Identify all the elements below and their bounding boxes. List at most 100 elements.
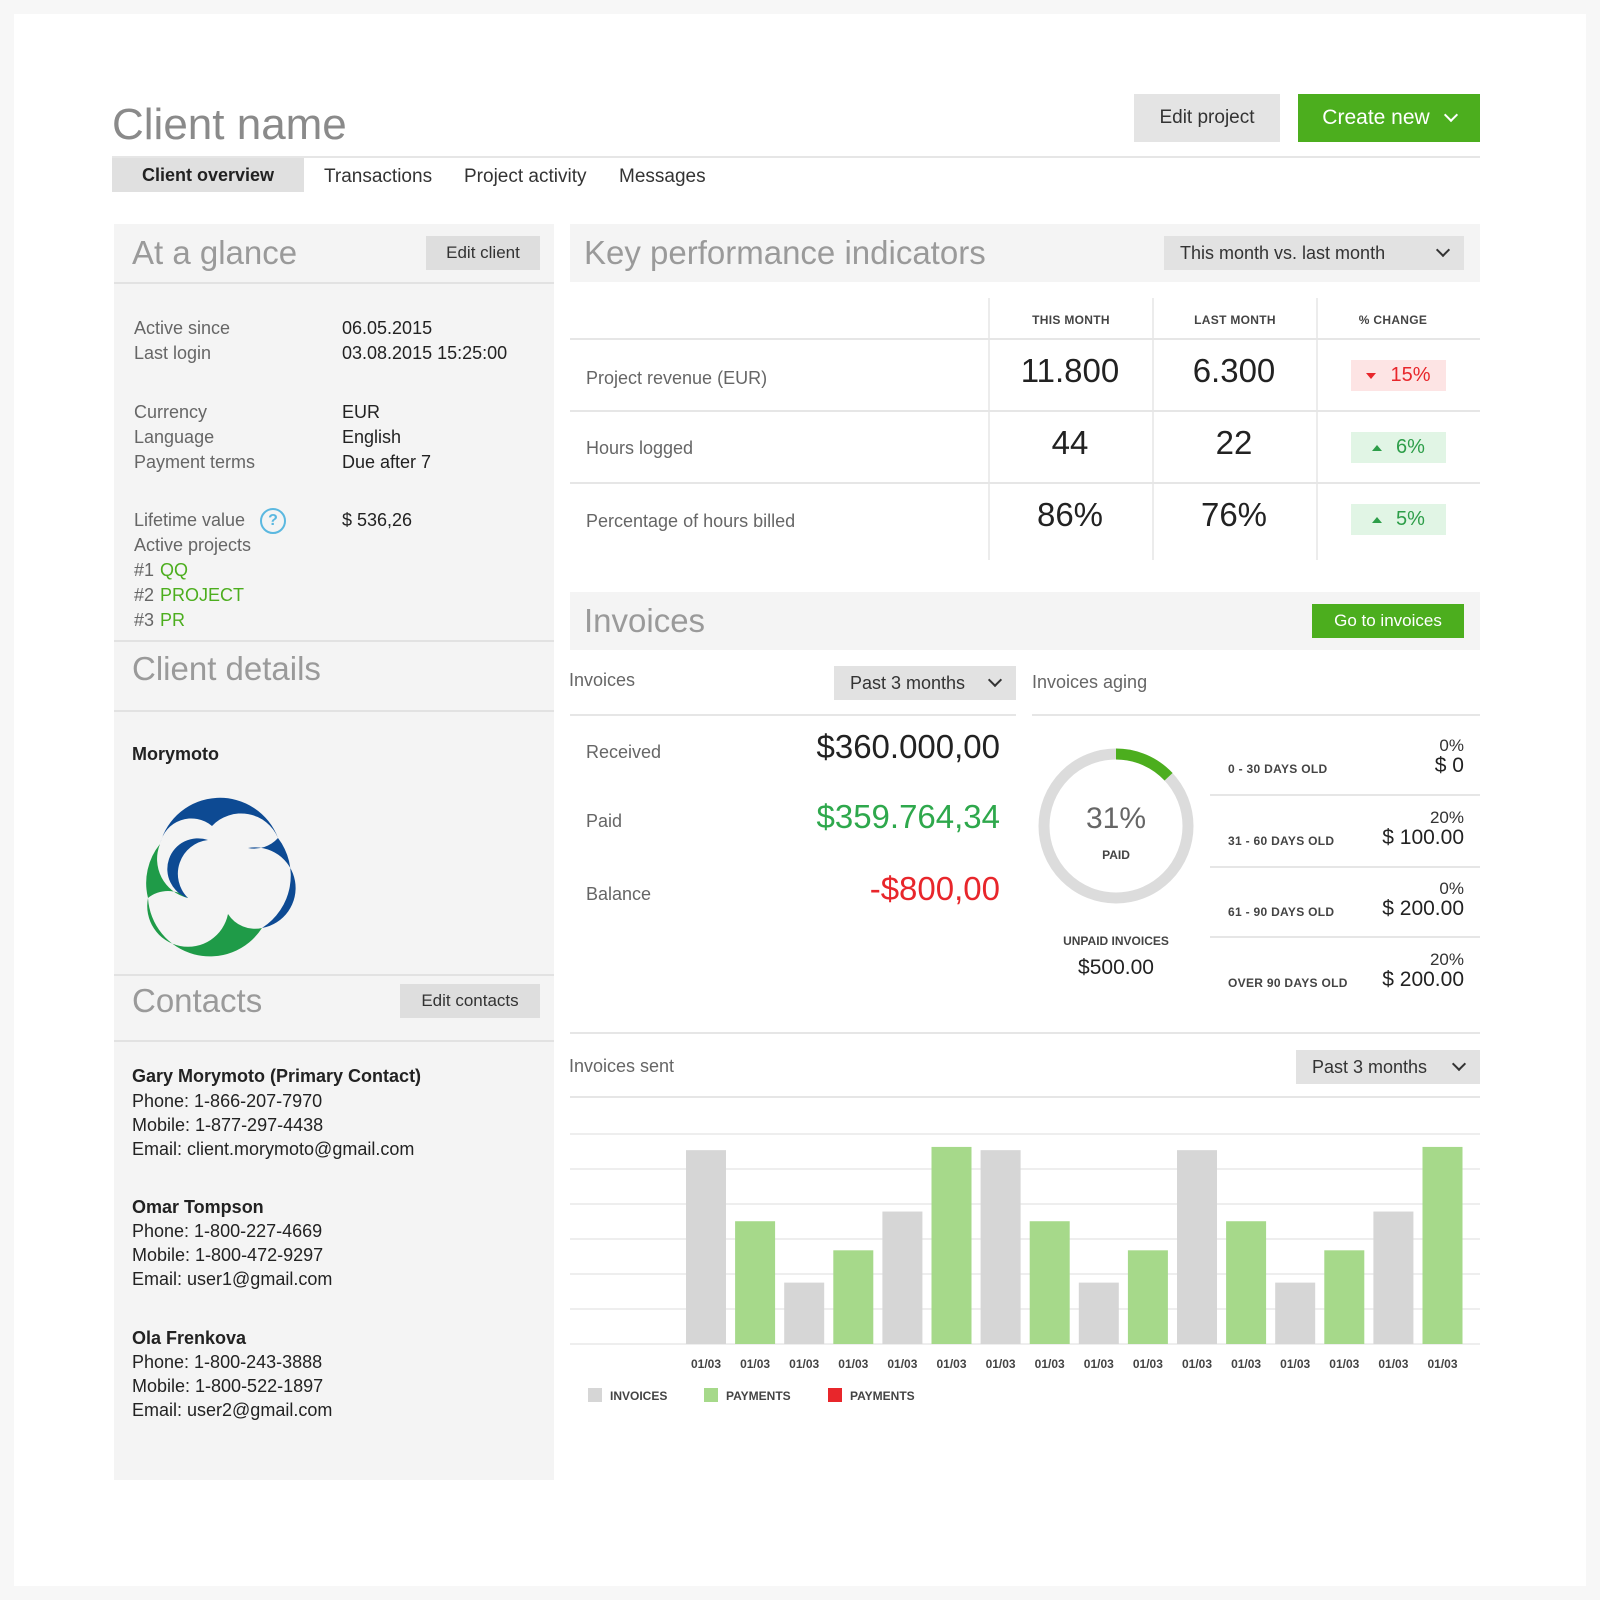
edit-contacts-button[interactable]: Edit contacts [400, 984, 540, 1018]
chart-bar[interactable] [1078, 1282, 1119, 1344]
chart-x-tick-label: 01/03 [1133, 1357, 1163, 1371]
last-login-value: 03.08.2015 15:25:00 [342, 343, 508, 363]
kpi-row-3-this: 86% [1036, 496, 1104, 533]
chart-bar[interactable] [1422, 1146, 1463, 1344]
project-1-link[interactable]: QQ [160, 560, 189, 580]
last-login-label: Last login [134, 343, 212, 363]
active-since-value: 06.05.2015 [342, 318, 433, 338]
contacts-top-divider [114, 974, 554, 976]
legend-swatch [588, 1388, 602, 1402]
kpi-period-dropdown[interactable]: This month vs. last month [1164, 236, 1464, 270]
aging-4-pct: 20% [1429, 950, 1464, 969]
chart-bar[interactable] [1275, 1282, 1316, 1344]
currency-label: Currency [134, 402, 208, 422]
edit-contacts-label: Edit contacts [421, 991, 519, 1010]
unpaid-value: $500.00 [1078, 956, 1154, 979]
chart-x-tick-label: 01/03 [838, 1357, 868, 1371]
lifetime-value-label: Lifetime value [134, 510, 246, 530]
paid-word: PAID [1102, 848, 1130, 862]
left-panel [114, 224, 554, 1480]
currency-value: EUR [342, 402, 381, 422]
invoices-title: Invoices [584, 602, 706, 639]
aging-row-divider [1210, 794, 1480, 796]
invoices-sent-top-divider [570, 1032, 1480, 1034]
contact-1-email[interactable]: Email: client.morymoto@gmail.com [132, 1139, 415, 1159]
chart-bar[interactable] [735, 1221, 776, 1344]
chart-bar[interactable] [1029, 1221, 1070, 1344]
chart-bar[interactable] [1226, 1221, 1267, 1344]
create-new-button[interactable]: Create new [1298, 94, 1480, 142]
chevron-down-icon [1435, 242, 1451, 258]
legend-swatch [828, 1388, 842, 1402]
aging-row-divider [1210, 866, 1480, 868]
kpi-row-divider [570, 338, 1480, 340]
chart-bar[interactable] [882, 1211, 923, 1344]
chart-x-tick-label: 01/03 [740, 1357, 770, 1371]
project-3-link[interactable]: PR [160, 610, 186, 630]
payment-terms-label: Payment terms [134, 452, 256, 472]
kpi-row-1-label: Project revenue (EUR) [586, 368, 768, 388]
legend-label: PAYMENTS [850, 1389, 915, 1403]
kpi-row-1-this: 11.800 [1020, 352, 1120, 389]
tab-label: Client overview [141, 164, 275, 185]
chart-bar[interactable] [784, 1282, 825, 1344]
aging-2-label: 31 - 60 DAYS OLD [1228, 834, 1335, 848]
chart-bar[interactable] [931, 1146, 972, 1344]
contact-3-phone: Phone: 1-800-243-3888 [132, 1352, 323, 1372]
help-icon[interactable]: ? [260, 508, 286, 534]
chart-bar[interactable] [980, 1150, 1021, 1344]
contact-2-email[interactable]: Email: user1@gmail.com [132, 1269, 333, 1289]
header-divider [112, 156, 1480, 158]
at-a-glance-title: At a glance [132, 234, 298, 271]
chart-bar[interactable] [833, 1250, 874, 1344]
invoices-period-dropdown[interactable]: Past 3 months [834, 666, 1016, 700]
sent-period-dropdown[interactable]: Past 3 months [1296, 1050, 1480, 1084]
kpi-col-divider-1 [988, 298, 990, 560]
tab-messages[interactable]: Messages [619, 166, 706, 187]
chart-x-tick-label: 01/03 [1329, 1357, 1359, 1371]
page-title: Client name [112, 100, 347, 149]
edit-client-button[interactable]: Edit client [426, 236, 540, 270]
aging-1-label: 0 - 30 DAYS OLD [1228, 762, 1328, 776]
chart-bar[interactable] [1373, 1211, 1414, 1344]
legend-label: PAYMENTS [726, 1389, 791, 1403]
contact-1-phone: Phone: 1-866-207-7970 [132, 1091, 323, 1111]
kpi-col-change: % CHANGE [1358, 313, 1428, 327]
chart-x-tick-label: 01/03 [887, 1357, 917, 1371]
contact-1-mobile: Mobile: 1-877-297-4438 [132, 1115, 324, 1135]
chart-x-tick-label: 01/03 [1378, 1357, 1408, 1371]
kpi-row-3-label: Percentage of hours billed [586, 511, 796, 531]
tab-client-overview[interactable]: Client overview [112, 158, 304, 192]
client-details-divider [114, 710, 554, 712]
go-to-invoices-button[interactable]: Go to invoices [1312, 604, 1464, 638]
chart-bar[interactable] [686, 1150, 726, 1344]
active-since-label: Active since [134, 318, 231, 338]
chart-bar[interactable] [1177, 1150, 1217, 1344]
kpi-col-this-month: THIS MONTH [1032, 313, 1110, 327]
tab-project-activity[interactable]: Project activity [464, 166, 587, 187]
chevron-down-icon [1451, 1056, 1467, 1072]
kpi-row-3-last: 76% [1200, 496, 1268, 533]
tab-transactions[interactable]: Transactions [324, 166, 433, 187]
aging-3-pct: 0% [1439, 879, 1464, 898]
aging-divider [1032, 714, 1480, 716]
aging-row-divider [1210, 936, 1480, 938]
lifetime-value: $ 536,26 [342, 510, 413, 530]
aging-3-amount: $ 200.00 [1382, 897, 1464, 920]
kpi-row-3-change: 5% [1351, 504, 1446, 535]
aging-2-pct: 20% [1429, 808, 1464, 827]
kpi-row-1-last: 6.300 [1192, 352, 1276, 389]
project-3-number: #3 [134, 610, 155, 630]
arrow-up-icon [1372, 444, 1383, 451]
chart-top-divider [570, 1096, 1480, 1098]
chart-bar[interactable] [1127, 1250, 1168, 1344]
chart-bar[interactable] [1324, 1250, 1365, 1344]
edit-project-button[interactable]: Edit project [1134, 94, 1280, 142]
contact-3-email[interactable]: Email: user2@gmail.com [132, 1400, 333, 1420]
chart-x-tick-label: 01/03 [1035, 1357, 1065, 1371]
contact-3-mobile: Mobile: 1-800-522-1897 [132, 1376, 324, 1396]
project-2-link[interactable]: PROJECT [160, 585, 245, 605]
kpi-row-1-change-value: 15% [1390, 364, 1431, 386]
chart-x-tick-label: 01/03 [691, 1357, 721, 1371]
paid-value: $359.764,34 [816, 798, 1000, 835]
